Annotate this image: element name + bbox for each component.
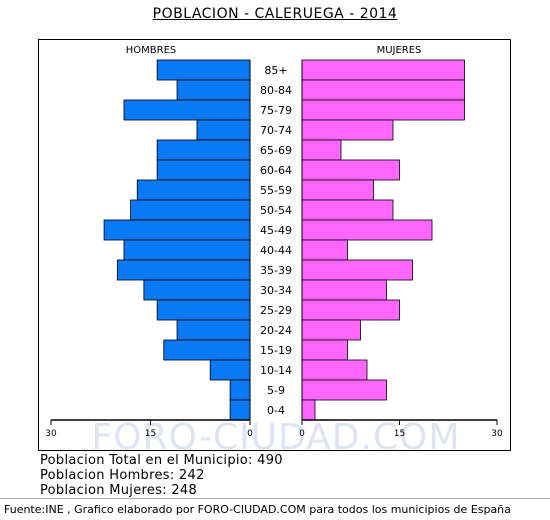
bar-women-85+ <box>301 59 465 81</box>
age-label-15-19: 15-19 <box>260 344 292 357</box>
stat-male-population: Poblacion Hombres: 242 <box>40 468 205 483</box>
bar-women-0-4 <box>301 399 316 421</box>
bar-women-15-19 <box>301 339 348 361</box>
watermark-text: FORO-CIUDAD.COM <box>92 417 461 450</box>
bar-men-20-24 <box>176 319 251 341</box>
age-label-35-39: 35-39 <box>260 264 292 277</box>
age-label-10-14: 10-14 <box>260 364 292 377</box>
age-label-40-44: 40-44 <box>260 244 292 257</box>
bar-women-40-44 <box>301 239 348 261</box>
age-label-50-54: 50-54 <box>260 204 292 217</box>
bar-women-25-29 <box>301 299 400 321</box>
bar-women-50-54 <box>301 199 394 221</box>
bar-women-65-69 <box>301 139 342 161</box>
bar-women-60-64 <box>301 159 400 181</box>
bar-men-45-49 <box>103 219 251 241</box>
bar-men-75-79 <box>123 99 251 121</box>
age-label-25-29: 25-29 <box>260 304 292 317</box>
bar-men-55-59 <box>136 179 251 201</box>
footer-source-note: Fuente:INE , Grafico elaborado por FORO-… <box>4 503 511 516</box>
bar-men-40-44 <box>123 239 251 261</box>
right-series-heading: MUJERES <box>377 45 422 56</box>
age-label-60-64: 60-64 <box>260 164 292 177</box>
bar-men-15-19 <box>163 339 251 361</box>
left-tick-label-0: 0 <box>247 429 253 439</box>
bar-women-55-59 <box>301 179 374 201</box>
stat-total-population: Poblacion Total en el Municipio: 490 <box>40 453 283 468</box>
age-label-30-34: 30-34 <box>260 284 292 297</box>
stat-female-population: Poblacion Mujeres: 248 <box>40 483 198 498</box>
bar-women-30-34 <box>301 279 387 301</box>
right-tick-label-30: 30 <box>491 429 503 439</box>
age-label-45-49: 45-49 <box>260 224 292 237</box>
age-label-70-74: 70-74 <box>260 124 292 137</box>
bar-men-50-54 <box>130 199 251 221</box>
bar-women-80-84 <box>301 79 465 101</box>
right-tick-label-0: 0 <box>299 429 305 439</box>
chart-frame: FORO-CIUDAD.COM HOMBRES MUJERES 85+ 80-84 75-… <box>38 39 511 451</box>
age-label-0-4: 0-4 <box>267 404 285 417</box>
age-label-20-24: 20-24 <box>260 324 292 337</box>
right-tick-label-15: 15 <box>394 429 405 439</box>
bar-men-60-64 <box>156 159 251 181</box>
bar-men-30-34 <box>143 279 251 301</box>
bar-men-10-14 <box>209 359 251 381</box>
bar-men-65-69 <box>156 139 251 161</box>
population-pyramid-chart: FORO-CIUDAD.COM HOMBRES MUJERES 85+ 80-84 75-… <box>45 45 503 450</box>
bar-women-35-39 <box>301 259 413 281</box>
age-label-85+: 85+ <box>264 64 287 77</box>
bar-men-35-39 <box>116 259 251 281</box>
bar-women-70-74 <box>301 119 394 141</box>
bar-women-10-14 <box>301 359 368 381</box>
bar-men-25-29 <box>156 299 251 321</box>
age-label-5-9: 5-9 <box>267 384 285 397</box>
bar-men-0-4 <box>229 399 251 421</box>
bar-women-45-49 <box>301 219 433 241</box>
age-label-75-79: 75-79 <box>260 104 292 117</box>
left-tick-label-15: 15 <box>145 429 156 439</box>
left-series-heading: HOMBRES <box>126 45 177 56</box>
bar-men-80-84 <box>176 79 251 101</box>
bar-women-75-79 <box>301 99 465 121</box>
bar-women-20-24 <box>301 319 361 341</box>
bar-men-70-74 <box>196 119 251 141</box>
age-label-65-69: 65-69 <box>260 144 292 157</box>
bar-men-5-9 <box>229 379 251 401</box>
bar-women-5-9 <box>301 379 387 401</box>
bar-men-85+ <box>156 59 251 81</box>
left-tick-label-30: 30 <box>45 429 57 439</box>
footer-divider <box>0 498 550 499</box>
chart-title: POBLACION - CALERUEGA - 2014 <box>152 6 398 22</box>
age-label-55-59: 55-59 <box>260 184 292 197</box>
age-label-80-84: 80-84 <box>260 84 292 97</box>
